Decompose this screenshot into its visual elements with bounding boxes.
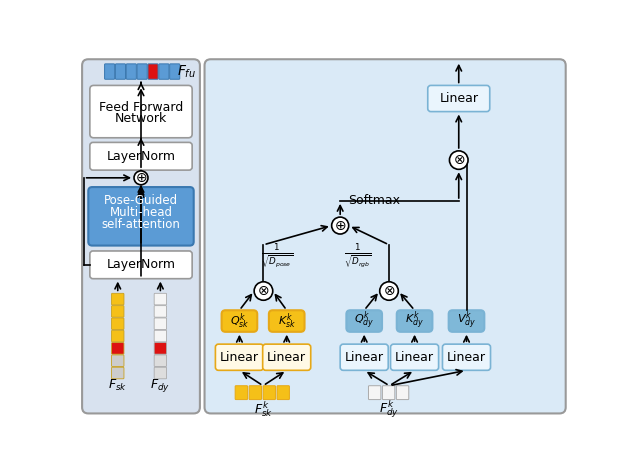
FancyBboxPatch shape bbox=[154, 355, 167, 366]
FancyBboxPatch shape bbox=[112, 293, 124, 305]
FancyBboxPatch shape bbox=[391, 344, 439, 370]
Text: Linear: Linear bbox=[220, 351, 259, 364]
FancyBboxPatch shape bbox=[154, 330, 167, 342]
Text: $\otimes$: $\otimes$ bbox=[257, 284, 270, 298]
Text: Linear: Linear bbox=[344, 351, 384, 364]
Text: $K_{dy}^{k}$: $K_{dy}^{k}$ bbox=[405, 310, 424, 332]
FancyBboxPatch shape bbox=[346, 310, 382, 332]
Circle shape bbox=[254, 282, 273, 300]
Text: Linear: Linear bbox=[267, 351, 306, 364]
FancyBboxPatch shape bbox=[137, 64, 147, 79]
Circle shape bbox=[449, 151, 468, 169]
FancyBboxPatch shape bbox=[116, 64, 126, 79]
Text: LayerNorm: LayerNorm bbox=[107, 258, 176, 271]
FancyBboxPatch shape bbox=[104, 64, 114, 79]
Text: $\otimes$: $\otimes$ bbox=[383, 284, 395, 298]
Text: $Q_{sk}^{k}$: $Q_{sk}^{k}$ bbox=[229, 311, 249, 331]
FancyBboxPatch shape bbox=[148, 64, 158, 79]
Text: $K_{sk}^{k}$: $K_{sk}^{k}$ bbox=[277, 311, 296, 331]
FancyBboxPatch shape bbox=[154, 343, 167, 354]
FancyBboxPatch shape bbox=[112, 343, 124, 354]
FancyBboxPatch shape bbox=[154, 367, 167, 379]
Text: Multi-head: Multi-head bbox=[109, 206, 173, 219]
FancyBboxPatch shape bbox=[263, 344, 311, 370]
FancyBboxPatch shape bbox=[449, 310, 484, 332]
FancyBboxPatch shape bbox=[340, 344, 388, 370]
FancyBboxPatch shape bbox=[222, 310, 257, 332]
FancyBboxPatch shape bbox=[88, 187, 193, 246]
FancyBboxPatch shape bbox=[442, 344, 490, 370]
FancyBboxPatch shape bbox=[249, 386, 262, 400]
FancyBboxPatch shape bbox=[277, 386, 289, 400]
Circle shape bbox=[380, 282, 398, 300]
FancyBboxPatch shape bbox=[126, 64, 137, 79]
FancyBboxPatch shape bbox=[269, 310, 305, 332]
Text: $\otimes$: $\otimes$ bbox=[453, 153, 465, 167]
FancyBboxPatch shape bbox=[397, 310, 432, 332]
FancyBboxPatch shape bbox=[396, 386, 409, 400]
FancyBboxPatch shape bbox=[90, 251, 192, 278]
Text: $V_{dy}^{k}$: $V_{dy}^{k}$ bbox=[457, 310, 476, 332]
Text: self-attention: self-attention bbox=[102, 218, 181, 231]
FancyBboxPatch shape bbox=[235, 386, 248, 400]
FancyBboxPatch shape bbox=[90, 142, 192, 170]
FancyBboxPatch shape bbox=[112, 306, 124, 317]
Circle shape bbox=[134, 171, 148, 185]
FancyBboxPatch shape bbox=[382, 386, 395, 400]
FancyBboxPatch shape bbox=[154, 293, 167, 305]
Circle shape bbox=[332, 217, 349, 234]
FancyBboxPatch shape bbox=[112, 330, 124, 342]
Text: Softmax: Softmax bbox=[348, 194, 400, 207]
FancyBboxPatch shape bbox=[154, 318, 167, 329]
Text: $\frac{1}{\sqrt{D_{pose}}}$: $\frac{1}{\sqrt{D_{pose}}}$ bbox=[260, 242, 293, 270]
Text: LayerNorm: LayerNorm bbox=[107, 150, 176, 163]
Text: Linear: Linear bbox=[395, 351, 434, 364]
Text: $Q_{dy}^{k}$: $Q_{dy}^{k}$ bbox=[354, 310, 374, 332]
Text: $F_{fu}$: $F_{fu}$ bbox=[177, 63, 197, 80]
FancyBboxPatch shape bbox=[154, 306, 167, 317]
Text: $\oplus$: $\oplus$ bbox=[334, 219, 346, 233]
Text: $F_{sk}$: $F_{sk}$ bbox=[108, 378, 127, 393]
FancyBboxPatch shape bbox=[112, 355, 124, 366]
FancyBboxPatch shape bbox=[216, 344, 264, 370]
FancyBboxPatch shape bbox=[82, 59, 200, 413]
Text: $F_{dy}^{k}$: $F_{dy}^{k}$ bbox=[379, 398, 399, 419]
FancyBboxPatch shape bbox=[428, 86, 490, 111]
Text: Network: Network bbox=[115, 112, 167, 125]
FancyBboxPatch shape bbox=[263, 386, 276, 400]
Text: $F_{dy}$: $F_{dy}$ bbox=[150, 377, 171, 394]
FancyBboxPatch shape bbox=[205, 59, 566, 413]
FancyBboxPatch shape bbox=[112, 318, 124, 329]
FancyBboxPatch shape bbox=[368, 386, 381, 400]
Text: Linear: Linear bbox=[447, 351, 486, 364]
Text: $\frac{1}{\sqrt{D_{rgb}}}$: $\frac{1}{\sqrt{D_{rgb}}}$ bbox=[344, 242, 372, 270]
Text: Feed Forward: Feed Forward bbox=[99, 101, 183, 114]
Text: Linear: Linear bbox=[439, 92, 478, 105]
FancyBboxPatch shape bbox=[169, 64, 179, 79]
FancyBboxPatch shape bbox=[112, 367, 124, 379]
Text: $\oplus$: $\oplus$ bbox=[135, 171, 147, 185]
FancyBboxPatch shape bbox=[159, 64, 169, 79]
Text: Pose-Guided: Pose-Guided bbox=[104, 194, 178, 207]
FancyBboxPatch shape bbox=[90, 86, 192, 138]
Text: $F_{sk}^{k}$: $F_{sk}^{k}$ bbox=[253, 399, 272, 418]
